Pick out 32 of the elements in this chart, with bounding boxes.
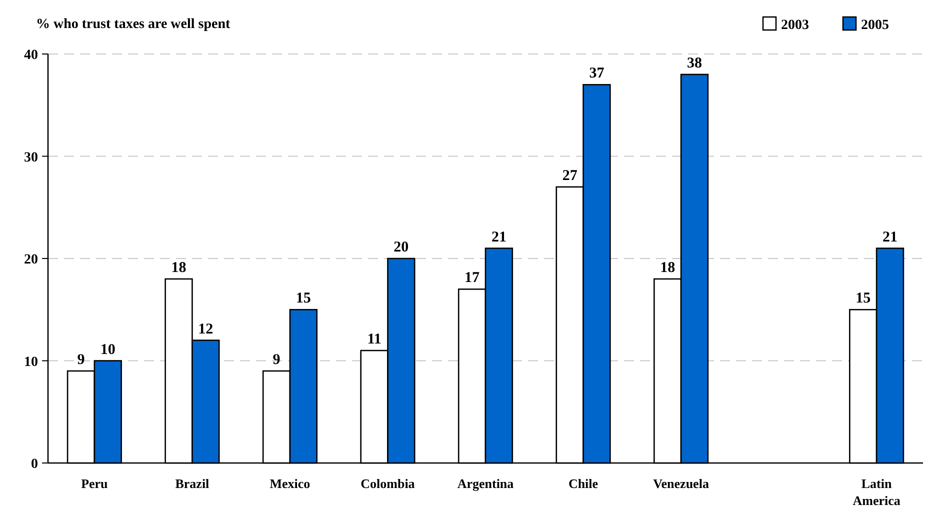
data-label: 20 <box>394 240 409 256</box>
x-tick-label: Latin America <box>852 476 901 508</box>
x-tick-label: Brazil <box>175 476 210 491</box>
data-label: 10 <box>100 342 116 358</box>
x-tick-label: Argentina <box>457 476 514 491</box>
x-tick-label: Colombia <box>360 476 416 491</box>
y-tick-label: 20 <box>24 252 38 268</box>
y-tick-label: 40 <box>24 48 38 63</box>
y-tick-label: 0 <box>31 457 38 472</box>
data-label: 9 <box>77 352 85 368</box>
data-label: 15 <box>296 290 311 307</box>
y-tick-label: 10 <box>24 354 38 370</box>
x-tick-label: Chile <box>568 476 598 491</box>
data-label: 12 <box>198 321 214 338</box>
data-label: 38 <box>686 55 702 72</box>
data-label: 18 <box>660 260 676 276</box>
data-label: 17 <box>464 270 480 286</box>
x-tick-label: Venezuela <box>653 476 710 491</box>
data-label: 15 <box>856 290 871 307</box>
data-label: 21 <box>491 229 506 246</box>
data-label: 9 <box>272 352 280 368</box>
chart-title: % who trust taxes are well spent <box>36 17 231 32</box>
data-label: 27 <box>562 168 578 184</box>
data-label: 37 <box>589 66 605 82</box>
legend-label: 2005 <box>861 18 889 33</box>
data-label: 11 <box>367 332 382 348</box>
legend-label: 2003 <box>781 18 809 33</box>
x-tick-label: Peru <box>81 476 108 491</box>
data-label: 21 <box>882 229 898 246</box>
y-tick-label: 30 <box>24 150 38 166</box>
data-label: 18 <box>171 260 186 276</box>
x-tick-label: Mexico <box>270 476 310 491</box>
